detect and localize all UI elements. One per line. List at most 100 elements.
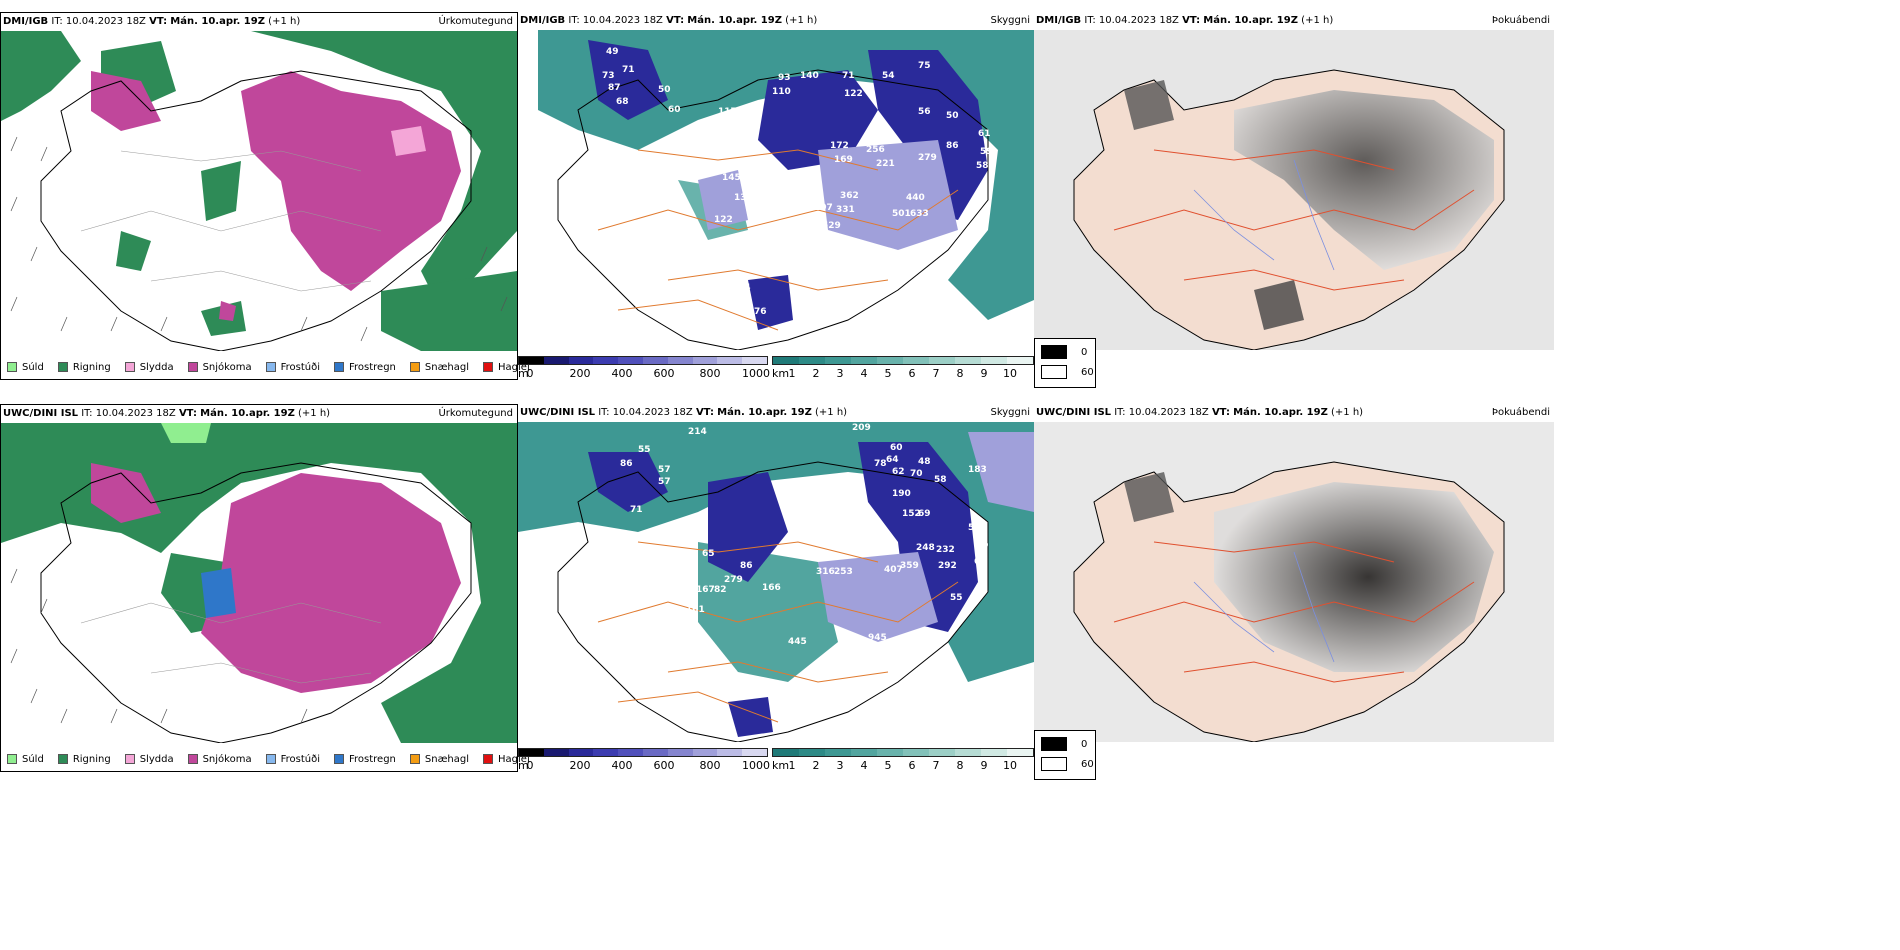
legend-item: Snæhagl xyxy=(409,754,469,765)
legend-swatch xyxy=(57,754,68,764)
vt-label: VT: xyxy=(1182,15,1201,26)
colorbar-unit: km xyxy=(772,759,790,772)
map-label: 50 xyxy=(946,111,959,121)
freezing-rain-area xyxy=(201,568,236,618)
it-value: 10.04.2023 18Z xyxy=(612,407,693,418)
map-label: 440 xyxy=(906,193,925,203)
map-value-labels: 49 71 73 87 68 50 60 117 93 110 140 71 5… xyxy=(602,47,993,317)
legend-label: Snjókoma xyxy=(202,753,252,765)
colorbar-segment xyxy=(799,749,825,756)
map-label: 54 xyxy=(968,523,981,533)
map-label: 54 xyxy=(738,283,751,293)
roads xyxy=(1113,149,1475,291)
map-label: 50 xyxy=(658,85,671,95)
colorbar-tick: 600 xyxy=(653,759,675,772)
colorbar-segment xyxy=(877,749,903,756)
map-label: 529 xyxy=(822,221,841,231)
panel-title: Skyggni xyxy=(990,15,1030,26)
fog-area xyxy=(1254,280,1304,330)
legend-swatch xyxy=(57,362,68,372)
model-name: DMI/IGB xyxy=(520,15,566,26)
colorbar-tick: 6 xyxy=(908,367,916,380)
map-label: 166 xyxy=(762,583,781,593)
map-label: 407 xyxy=(884,565,903,575)
colorbar-segments xyxy=(772,356,1034,365)
map-label: 68 xyxy=(616,97,629,107)
map-label: 316 xyxy=(816,567,835,577)
legend-swatch xyxy=(265,362,276,372)
legend-swatch xyxy=(187,754,198,764)
row1-cloud-panel: DMI/IGB IT: 10.04.2023 18Z VT: Mán. 10.a… xyxy=(518,12,1034,380)
legend-swatch xyxy=(7,754,17,764)
fog-legend: 0 60 xyxy=(1034,730,1096,780)
colorbar-tick: 6 xyxy=(908,759,916,772)
legend-label: Snæhagl xyxy=(424,361,470,373)
lead-time: (+1 h) xyxy=(815,407,848,418)
lead-time: (+1 h) xyxy=(298,408,331,419)
map-label: 186 xyxy=(798,259,817,269)
cloudbase-light xyxy=(818,432,1034,642)
cloudbase-colorbar: m 0 200 400 600 800 1000 xyxy=(518,748,770,780)
colorbar-segment xyxy=(593,357,619,364)
map-label: 57 xyxy=(658,465,671,475)
colorbar-segment xyxy=(717,749,743,756)
legend-swatch xyxy=(409,754,420,764)
colorbar-segment xyxy=(773,749,799,756)
map-label: 172 xyxy=(830,141,849,151)
panel-header: DMI/IGB IT: 10.04.2023 18Z VT: Mán. 10.a… xyxy=(1034,12,1554,30)
legend-item: Frostregn xyxy=(334,362,396,373)
map-label: 167 xyxy=(696,585,715,595)
map-label: 55 xyxy=(638,445,651,455)
legend-label: Haglél xyxy=(498,361,530,373)
roads xyxy=(80,150,382,292)
it-label: IT: xyxy=(568,15,580,26)
cloudbase-colorbar: m 0 200 400 600 800 1000 xyxy=(518,356,770,388)
map-label: 60 xyxy=(668,105,681,115)
it-label: IT: xyxy=(51,16,63,27)
model-name: UWC/DINI ISL xyxy=(3,408,79,419)
fog-map xyxy=(1034,422,1554,742)
colorbar-segment xyxy=(618,749,643,756)
legend-item: Frostregn xyxy=(334,754,396,765)
map-label: 130 xyxy=(734,193,753,203)
visibility-colorbar: km 1 2 3 4 5 6 7 8 9 10 xyxy=(772,748,1034,780)
map-label: 145 xyxy=(722,173,741,183)
colorbar-segment xyxy=(981,357,1007,364)
map-label: 117 xyxy=(718,107,737,117)
colorbar-segment xyxy=(742,749,767,756)
coastline xyxy=(40,462,472,743)
legend-label: Frostregn xyxy=(349,753,396,765)
map-label: 71 xyxy=(842,71,855,81)
colorbar-tick: 2 xyxy=(812,759,820,772)
cloud-map: 214 209 55 86 57 57 71 60 78 64 62 48 70… xyxy=(518,422,1034,742)
colorbar-segment xyxy=(955,357,981,364)
map-label: 76 xyxy=(754,307,767,317)
colorbar-segment xyxy=(568,357,594,364)
colorbar-tick: 5 xyxy=(884,367,892,380)
map-label: 190 xyxy=(892,489,911,499)
map-label: 107 xyxy=(814,203,833,213)
legend-item: Haglél xyxy=(483,754,530,765)
sleet-area xyxy=(391,126,426,156)
map-label: 86 xyxy=(946,141,959,151)
map-label: 169 xyxy=(834,155,853,165)
colorbar-tick: 1000 xyxy=(742,759,770,772)
colorbar-unit: m xyxy=(518,367,529,380)
map-label: 61 xyxy=(978,129,991,139)
map-value-labels: 214 209 55 86 57 57 71 60 78 64 62 48 70… xyxy=(620,423,989,667)
map-label: 183 xyxy=(968,465,987,475)
legend-label: Rigning xyxy=(72,361,111,373)
legend-swatch xyxy=(265,754,276,764)
lead-time: (+1 h) xyxy=(785,15,818,26)
map-label: 49 xyxy=(606,47,619,57)
it-value: 10.04.2023 18Z xyxy=(95,408,176,419)
row1-precip-panel: DMI/IGB IT: 10.04.2023 18Z VT: Mán. 10.a… xyxy=(0,12,530,380)
map-label: 73 xyxy=(602,71,615,81)
map-label: 140 xyxy=(800,71,819,81)
legend-item: Haglél xyxy=(483,362,530,373)
legend-swatch xyxy=(124,754,135,764)
colorbar-segment xyxy=(692,749,718,756)
map-label: 331 xyxy=(836,205,855,215)
fog-legend-row: 0 xyxy=(1041,737,1087,751)
colorbar-tick: 0 xyxy=(526,759,534,772)
